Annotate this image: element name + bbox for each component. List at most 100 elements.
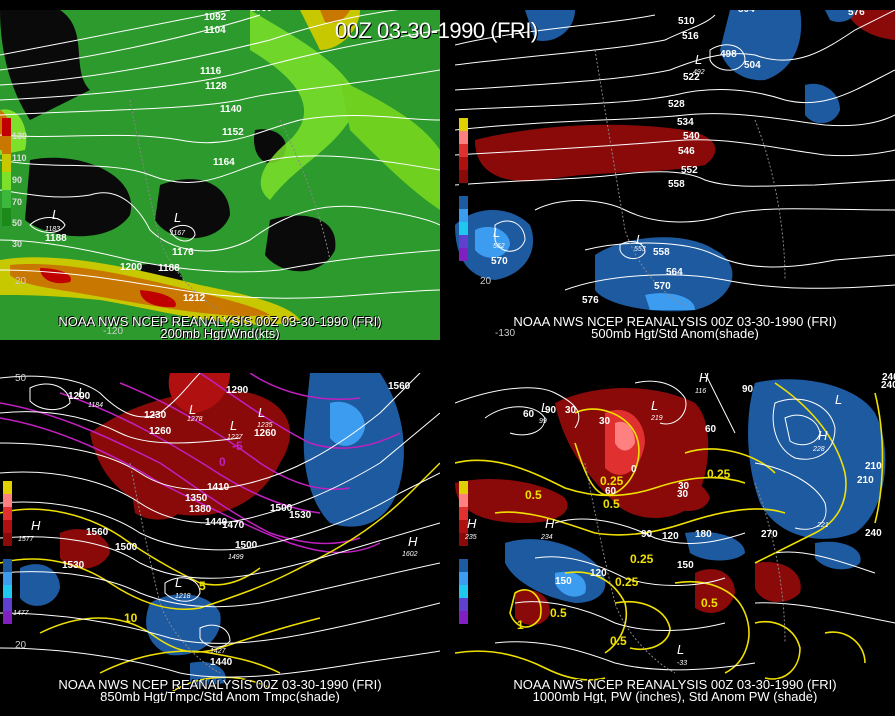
contour-label: 1116 <box>200 66 222 77</box>
small-value: 1184 <box>88 402 104 409</box>
contour-label: 510 <box>678 16 695 27</box>
low-marker: L <box>78 385 86 400</box>
pw-label: 0.5 <box>525 488 542 502</box>
small-value: 116 <box>695 388 707 395</box>
contour-label: 504 <box>738 10 755 15</box>
contour-label: 1200 <box>120 262 143 273</box>
high-marker: H <box>699 373 709 385</box>
legend-label: 90 <box>12 175 23 185</box>
contour-label: 30 <box>565 405 577 416</box>
axis-label: 20 <box>15 276 27 287</box>
small-value: 1477 <box>13 610 29 617</box>
contour-label: 1188 <box>45 233 67 244</box>
axis-label: 20 <box>15 640 27 651</box>
pw-label: 0.25 <box>707 467 731 481</box>
contour-label: 1104 <box>204 25 226 36</box>
low-value: 1183 <box>45 226 61 233</box>
contour-label: 90 <box>742 384 754 395</box>
contour-label: 534 <box>677 117 694 128</box>
high-marker: H <box>31 518 41 533</box>
contour-label: 528 <box>668 99 685 110</box>
contour-label: 1080 <box>250 10 272 14</box>
contour-label: 1500 <box>235 540 258 551</box>
pw-anomaly-map <box>455 373 895 703</box>
contour-label: 576 <box>582 295 599 306</box>
legend-label: 30 <box>12 239 23 249</box>
pw-label: 0.5 <box>610 634 627 648</box>
temp-label: 5 <box>199 579 206 593</box>
small-value: 99 <box>539 418 547 425</box>
contour-label: 90 <box>641 529 653 540</box>
contour-label: 1290 <box>226 385 249 396</box>
contour-label: 1200 <box>68 391 91 402</box>
contour-label: 546 <box>678 146 695 157</box>
legend-label: 50 <box>12 218 23 228</box>
contour-label: 0 <box>631 464 637 475</box>
temp-label: 0 <box>219 455 226 469</box>
small-value: 1227 <box>227 434 243 441</box>
high-marker: H <box>545 516 555 531</box>
panel-caption: NOAA NWS NCEP REANALYSIS 00Z 03-30-1990 … <box>58 314 382 329</box>
panel-500mb-height-anomaly: 20 -130 504 510 516 576 498 504 522 528 … <box>455 10 895 340</box>
low-marker: L <box>230 418 238 433</box>
contour-label: 1470 <box>222 520 245 531</box>
contour-label: 1260 <box>149 426 172 437</box>
axis-label: 20 <box>480 276 492 287</box>
low-marker: L <box>835 392 843 407</box>
small-value: 1278 <box>187 416 203 423</box>
panel-850mb-height-temp: 20 50 1200 1230 1260 1290 1260 1560 1350… <box>0 373 440 703</box>
panel-subcaption: 500mb Hgt/Std Anom(shade) <box>591 326 759 340</box>
contour-label: 1164 <box>213 157 235 168</box>
small-value: 1218 <box>175 593 191 600</box>
temp-anomaly-map <box>0 373 440 703</box>
contour-label: 60 <box>705 424 717 435</box>
high-marker: H <box>467 516 477 531</box>
wind-legend <box>2 118 11 226</box>
contour-label: 180 <box>695 529 712 540</box>
contour-label: 498 <box>720 49 737 60</box>
low-marker: L <box>636 232 644 247</box>
small-value: 1235 <box>257 422 273 429</box>
contour-label: 1260 <box>254 428 277 439</box>
small-value: 1602 <box>402 551 418 558</box>
small-value: 219 <box>651 415 663 422</box>
pw-label: 0.5 <box>550 606 567 620</box>
high-marker: H <box>818 428 828 443</box>
contour-label: 576 <box>848 10 865 18</box>
anomaly-legend <box>459 481 468 624</box>
height-anomaly-map <box>455 10 895 340</box>
small-value: 1499 <box>228 554 244 561</box>
panel-caption: NOAA NWS NCEP REANALYSIS 00Z 03-30-1990 … <box>58 677 382 692</box>
legend-swatch <box>2 154 11 172</box>
low-marker: L <box>695 52 703 67</box>
page-title: 00Z 03-30-1990 (FRI) <box>335 18 538 43</box>
low-value: 553 <box>634 246 646 253</box>
contour-label: 270 <box>761 529 778 540</box>
contour-label: 1560 <box>388 381 411 392</box>
low-marker: L <box>52 207 60 222</box>
contour-label: 564 <box>666 267 683 278</box>
pw-label: 0.25 <box>630 552 654 566</box>
legend-swatch <box>2 172 11 190</box>
small-value: 234 <box>541 534 553 541</box>
pw-label: 0.25 <box>600 474 624 488</box>
small-value: 221 <box>817 522 829 529</box>
panel-subcaption: 1000mb Hgt, PW (inches), Std Anom PW (sh… <box>532 689 818 703</box>
high-marker: H <box>408 534 418 549</box>
contour-label: 30 <box>599 416 611 427</box>
small-value: 1427 <box>210 648 226 655</box>
contour-label: 1152 <box>222 127 244 138</box>
contour-label: 150 <box>555 576 572 587</box>
legend-label: 130 <box>12 131 28 141</box>
contour-label: 1440 <box>205 517 228 528</box>
contour-label: 570 <box>654 281 671 292</box>
panel-1000mb-height-pw: 60 90 30 60 30 0 30 60 90 120 150 180 21… <box>455 373 895 703</box>
contour-label: 558 <box>653 247 670 258</box>
low-marker: L <box>493 225 501 240</box>
contour-label: 1410 <box>207 482 230 493</box>
contour-label: 570 <box>491 256 508 267</box>
contour-label: 30 <box>678 481 690 492</box>
contour-label: 522 <box>683 72 700 83</box>
low-value: 492 <box>693 69 705 76</box>
contour-label: 1212 <box>183 293 206 304</box>
